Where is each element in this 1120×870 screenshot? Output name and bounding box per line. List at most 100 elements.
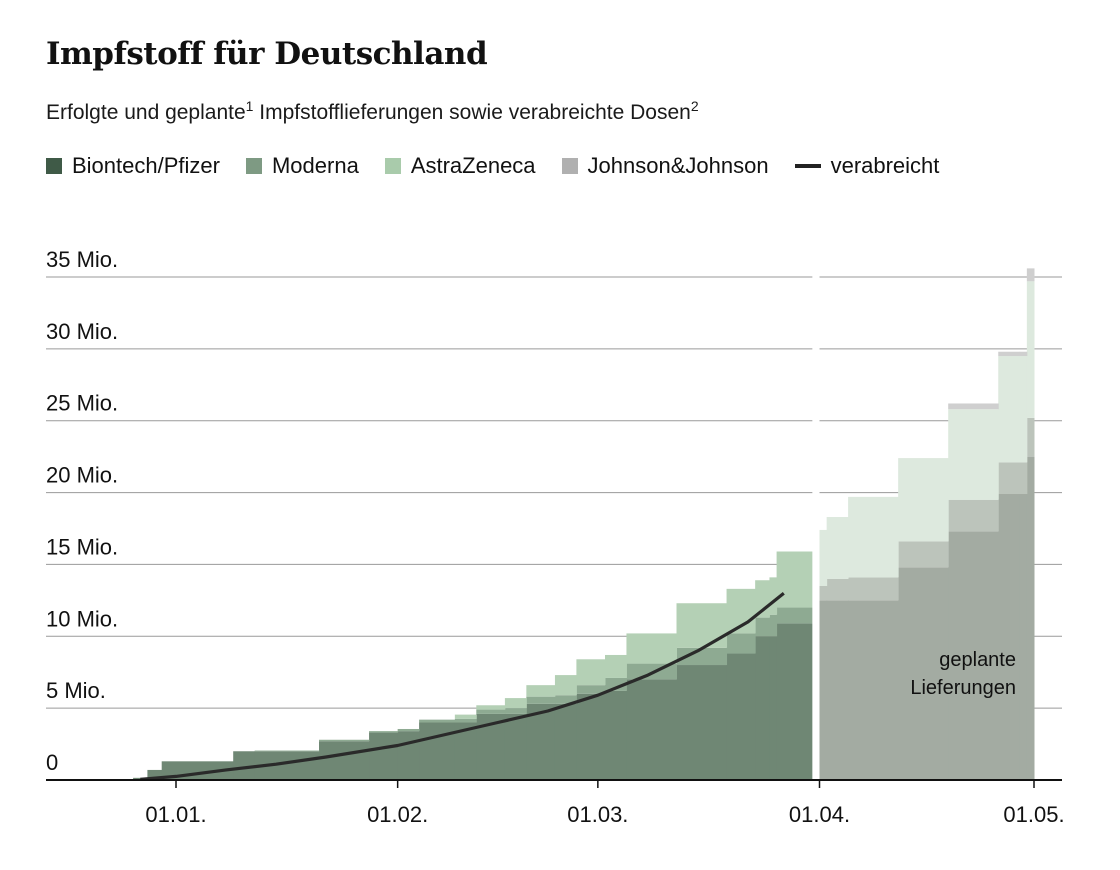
delivered-moderna-step bbox=[576, 685, 606, 694]
delivered-moderna-step bbox=[755, 617, 770, 637]
planned-moderna-step bbox=[898, 541, 949, 568]
x-tick-label-4: 01.05. bbox=[1003, 802, 1064, 827]
legend-swatch-moderna bbox=[245, 158, 262, 174]
delivered-moderna-step bbox=[254, 750, 320, 752]
delivered-biontech-step bbox=[576, 693, 606, 780]
planned-biontech-step bbox=[1026, 456, 1035, 780]
delivered-moderna-step bbox=[605, 677, 627, 691]
delivered-biontech-step bbox=[147, 769, 163, 780]
annotation-planned-line1: geplante bbox=[939, 649, 1016, 671]
delivered-biontech-step bbox=[776, 623, 813, 780]
delivered-biontech-step bbox=[554, 703, 577, 780]
delivered-moderna-step bbox=[504, 708, 527, 714]
delivered-moderna-step bbox=[369, 731, 399, 733]
planned-separator bbox=[812, 260, 820, 780]
x-tick-label-2: 01.03. bbox=[567, 802, 628, 827]
delivered-astrazeneca-step bbox=[504, 698, 527, 709]
delivered-moderna-step bbox=[769, 614, 778, 637]
planned-jj-step bbox=[1026, 268, 1035, 282]
planned-astrazeneca-step bbox=[1019, 356, 1028, 463]
planned-jj-step bbox=[948, 403, 999, 410]
delivered-biontech-step bbox=[397, 731, 420, 780]
delivered-astrazeneca-step bbox=[576, 659, 606, 686]
planned-astrazeneca-step bbox=[948, 409, 999, 500]
y-tick-label-30: 30 Mio. bbox=[46, 319, 118, 344]
footnote-mark-1: 1 bbox=[245, 98, 254, 114]
delivered-biontech-step bbox=[726, 653, 756, 780]
planned-biontech-step bbox=[1019, 494, 1028, 780]
chart-title: Impfstoff für Deutschland bbox=[46, 36, 488, 72]
delivered-moderna-step bbox=[526, 696, 556, 704]
delivered-biontech-step bbox=[419, 722, 456, 780]
planned-biontech-step bbox=[819, 600, 828, 780]
delivered-moderna-step bbox=[676, 647, 728, 666]
y-tick-label-20: 20 Mio. bbox=[46, 463, 118, 488]
legend-item-astrazeneca: AstraZeneca bbox=[384, 153, 536, 179]
planned-astrazeneca-step bbox=[848, 496, 899, 578]
legend-label-moderna: Moderna bbox=[271, 153, 359, 178]
planned-moderna-step bbox=[1026, 417, 1035, 457]
legend: Biontech/Pfizer Moderna AstraZeneca John… bbox=[46, 153, 965, 179]
delivered-biontech-step bbox=[369, 732, 399, 780]
planned-astrazeneca-step bbox=[998, 356, 1021, 463]
legend-label-administered: verabreicht bbox=[830, 153, 940, 178]
delivered-astrazeneca-step bbox=[554, 675, 577, 696]
planned-moderna-step bbox=[848, 577, 899, 601]
y-tick-label-10: 10 Mio. bbox=[46, 606, 118, 631]
legend-line-administered bbox=[794, 164, 821, 168]
planned-moderna-step bbox=[948, 499, 999, 532]
delivered-biontech-step bbox=[504, 713, 527, 780]
delivered-moderna-step bbox=[726, 633, 756, 654]
delivered-astrazeneca-step bbox=[626, 633, 677, 664]
planned-biontech-step bbox=[948, 531, 999, 780]
planned-jj-step bbox=[1019, 351, 1028, 357]
subtitle-text-2: Impfstofflieferungen sowie verabreichte … bbox=[253, 101, 691, 124]
delivered-biontech-step bbox=[233, 751, 256, 780]
delivered-biontech-step bbox=[605, 690, 627, 780]
planned-jj-step bbox=[998, 351, 1021, 357]
delivered-moderna-step bbox=[397, 728, 420, 732]
y-tick-label-0: 0 bbox=[46, 750, 58, 775]
planned-astrazeneca-step bbox=[826, 517, 849, 579]
delivered-astrazeneca-step bbox=[454, 714, 477, 719]
delivered-biontech-step bbox=[454, 722, 477, 780]
footnote-mark-2: 2 bbox=[690, 98, 699, 114]
planned-astrazeneca-step bbox=[1026, 281, 1035, 418]
delivered-astrazeneca-step bbox=[476, 705, 506, 710]
delivered-moderna-step bbox=[776, 607, 813, 624]
planned-moderna-step bbox=[1019, 462, 1028, 495]
planned-biontech-step bbox=[998, 494, 1021, 780]
delivered-astrazeneca-step bbox=[769, 577, 778, 615]
y-tick-label-25: 25 Mio. bbox=[46, 391, 118, 416]
chart-subtitle: Erfolgte und geplante1 Impfstofflieferun… bbox=[46, 98, 699, 125]
legend-label-biontech: Biontech/Pfizer bbox=[72, 153, 220, 178]
legend-label-jj: Johnson&Johnson bbox=[587, 153, 769, 178]
delivered-astrazeneca-step bbox=[676, 603, 728, 648]
delivered-biontech-step bbox=[319, 741, 370, 780]
delivered-biontech-step bbox=[769, 636, 778, 780]
legend-label-astrazeneca: AstraZeneca bbox=[410, 153, 536, 178]
planned-astrazeneca-step bbox=[898, 458, 949, 542]
delivered-moderna-step bbox=[454, 718, 477, 723]
y-tick-label-35: 35 Mio. bbox=[46, 247, 118, 272]
administered-line bbox=[140, 591, 785, 781]
planned-biontech-step bbox=[848, 600, 899, 780]
delivered-astrazeneca-step bbox=[776, 551, 813, 608]
delivered-biontech-step bbox=[676, 665, 728, 780]
legend-item-administered: verabreicht bbox=[794, 153, 940, 179]
delivered-biontech-step bbox=[626, 679, 677, 780]
legend-item-jj: Johnson&Johnson bbox=[561, 153, 769, 179]
x-tick-label-1: 01.02. bbox=[367, 802, 428, 827]
x-tick-label-3: 01.04. bbox=[789, 802, 850, 827]
planned-moderna-step bbox=[819, 585, 828, 601]
delivered-moderna-step bbox=[476, 709, 506, 714]
legend-swatch-astrazeneca bbox=[384, 158, 401, 174]
delivered-moderna-step bbox=[554, 695, 577, 704]
planned-biontech-step bbox=[898, 567, 949, 780]
x-tick-label-0: 01.01. bbox=[145, 802, 206, 827]
legend-swatch-biontech bbox=[46, 158, 62, 174]
planned-moderna-step bbox=[998, 462, 1021, 495]
planned-moderna-step bbox=[826, 578, 849, 601]
delivered-astrazeneca-step bbox=[526, 685, 556, 697]
